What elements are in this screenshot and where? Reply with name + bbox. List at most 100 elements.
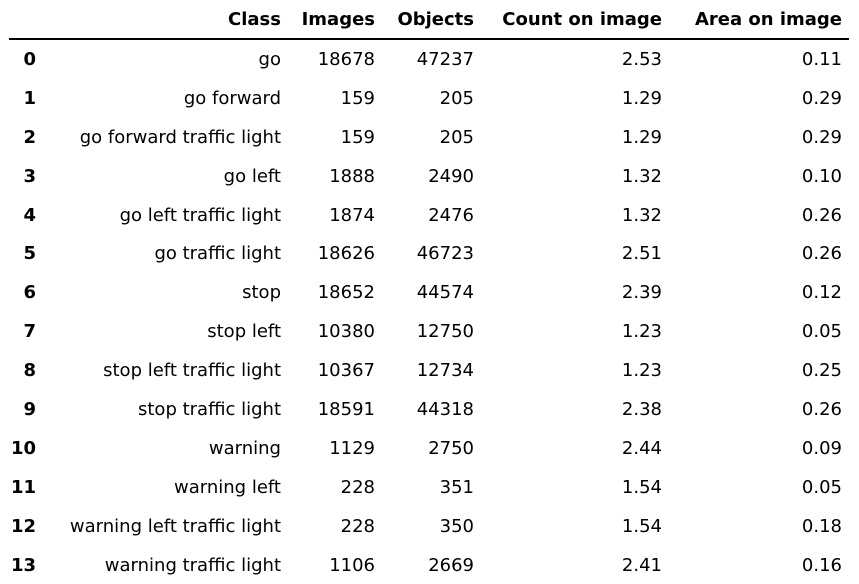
header-objects: Objects xyxy=(382,0,481,40)
cell-objects: 2750 xyxy=(428,437,474,459)
cell-images: 18652 xyxy=(317,282,375,304)
cell-images: 159 xyxy=(340,126,375,148)
cell-objects: 2669 xyxy=(428,554,474,576)
cell-class: stop traffic light xyxy=(138,398,281,420)
cell-count-on-image: 1.54 xyxy=(621,515,662,537)
table-row: 11 warning left 228 351 1.54 0.05 xyxy=(9,468,849,507)
table-row: 1 go forward 159 205 1.29 0.29 xyxy=(9,79,849,118)
cell-count-on-image: 2.44 xyxy=(621,437,662,459)
cell-count-on-image: 2.39 xyxy=(621,282,662,304)
cell-objects: 47237 xyxy=(416,48,474,70)
table-row: 5 go traffic light 18626 46723 2.51 0.26 xyxy=(9,234,849,273)
header-row: Class Images Objects Count on image Area… xyxy=(9,0,849,40)
cell-count-on-image: 1.23 xyxy=(621,360,662,382)
cell-images: 159 xyxy=(340,87,375,109)
cell-images: 10380 xyxy=(317,321,375,343)
cell-area-on-image: 0.05 xyxy=(801,321,842,343)
cell-class: warning xyxy=(208,437,281,459)
table-row: 13 warning traffic light 1106 2669 2.41 0.16 xyxy=(9,546,849,584)
table-header: Class Images Objects Count on image Area… xyxy=(9,0,849,40)
row-index: 5 xyxy=(23,243,36,265)
cell-images: 18591 xyxy=(317,398,375,420)
cell-class: warning left xyxy=(174,476,281,498)
table-body: 0 go 18678 47237 2.53 0.11 1 go forward 159 205 1.… xyxy=(9,39,849,584)
cell-objects: 2490 xyxy=(428,165,474,187)
cell-class: go xyxy=(258,48,281,70)
header-area-on-image: Area on image xyxy=(669,0,849,40)
header-class: Class xyxy=(43,0,288,40)
class-statistics-table-container: Class Images Objects Count on image Area… xyxy=(9,0,849,584)
cell-objects: 12734 xyxy=(416,360,474,382)
cell-area-on-image: 0.16 xyxy=(801,554,842,576)
cell-objects: 205 xyxy=(439,126,474,148)
cell-count-on-image: 1.23 xyxy=(621,321,662,343)
table-row: 7 stop left 10380 12750 1.23 0.05 xyxy=(9,312,849,351)
cell-images: 18626 xyxy=(317,243,375,265)
cell-count-on-image: 1.54 xyxy=(621,476,662,498)
row-index: 9 xyxy=(23,398,36,420)
cell-images: 228 xyxy=(340,515,375,537)
cell-objects: 46723 xyxy=(416,243,474,265)
cell-area-on-image: 0.09 xyxy=(801,437,842,459)
cell-area-on-image: 0.26 xyxy=(801,243,842,265)
cell-count-on-image: 1.29 xyxy=(621,126,662,148)
cell-area-on-image: 0.18 xyxy=(801,515,842,537)
cell-objects: 44318 xyxy=(416,398,474,420)
cell-class: warning left traffic light xyxy=(69,515,281,537)
cell-class: warning traffic light xyxy=(104,554,281,576)
table-row: 12 warning left traffic light 228 350 1.54 0.… xyxy=(9,507,849,546)
cell-area-on-image: 0.26 xyxy=(801,204,842,226)
table-row: 9 stop traffic light 18591 44318 2.38 0.26 xyxy=(9,390,849,429)
table-row: 4 go left traffic light 1874 2476 1.32 0.26 xyxy=(9,196,849,235)
row-index: 3 xyxy=(23,165,36,187)
cell-area-on-image: 0.26 xyxy=(801,398,842,420)
cell-count-on-image: 2.53 xyxy=(621,48,662,70)
row-index: 0 xyxy=(23,48,36,70)
table-row: 6 stop 18652 44574 2.39 0.12 xyxy=(9,273,849,312)
cell-count-on-image: 2.51 xyxy=(621,243,662,265)
row-index: 7 xyxy=(23,321,36,343)
cell-images: 1129 xyxy=(329,437,375,459)
cell-class: go forward xyxy=(183,87,281,109)
cell-objects: 12750 xyxy=(416,321,474,343)
header-images: Images xyxy=(288,0,382,40)
header-count-on-image: Count on image xyxy=(481,0,669,40)
cell-count-on-image: 1.32 xyxy=(621,204,662,226)
cell-class: stop xyxy=(242,282,281,304)
cell-images: 228 xyxy=(340,476,375,498)
cell-class: stop left traffic light xyxy=(103,360,281,382)
cell-area-on-image: 0.11 xyxy=(801,48,842,70)
cell-area-on-image: 0.29 xyxy=(801,126,842,148)
cell-area-on-image: 0.12 xyxy=(801,282,842,304)
cell-images: 1888 xyxy=(329,165,375,187)
cell-class: go left traffic light xyxy=(119,204,281,226)
cell-count-on-image: 2.38 xyxy=(621,398,662,420)
table-row: 3 go left 1888 2490 1.32 0.10 xyxy=(9,157,849,196)
cell-objects: 2476 xyxy=(428,204,474,226)
cell-count-on-image: 2.41 xyxy=(621,554,662,576)
row-index: 4 xyxy=(23,204,36,226)
cell-objects: 351 xyxy=(439,476,474,498)
row-index: 12 xyxy=(10,515,36,537)
header-index xyxy=(9,0,43,40)
cell-objects: 205 xyxy=(439,87,474,109)
cell-objects: 350 xyxy=(439,515,474,537)
row-index: 13 xyxy=(10,554,36,576)
row-index: 1 xyxy=(23,87,36,109)
table-row: 8 stop left traffic light 10367 12734 1.23 0.… xyxy=(9,351,849,390)
cell-class: stop left xyxy=(207,321,281,343)
row-index: 6 xyxy=(23,282,36,304)
cell-class: go traffic light xyxy=(154,243,281,265)
row-index: 2 xyxy=(23,126,36,148)
table-row: 0 go 18678 47237 2.53 0.11 xyxy=(9,39,849,79)
cell-area-on-image: 0.10 xyxy=(801,165,842,187)
cell-images: 18678 xyxy=(317,48,375,70)
cell-images: 10367 xyxy=(317,360,375,382)
cell-class: go left xyxy=(223,165,281,187)
cell-area-on-image: 0.29 xyxy=(801,87,842,109)
cell-count-on-image: 1.32 xyxy=(621,165,662,187)
row-index: 11 xyxy=(10,476,36,498)
table-row: 2 go forward traffic light 159 205 1.29 0.29 xyxy=(9,118,849,157)
class-statistics-table: Class Images Objects Count on image Area… xyxy=(9,0,849,584)
cell-class: go forward traffic light xyxy=(79,126,281,148)
